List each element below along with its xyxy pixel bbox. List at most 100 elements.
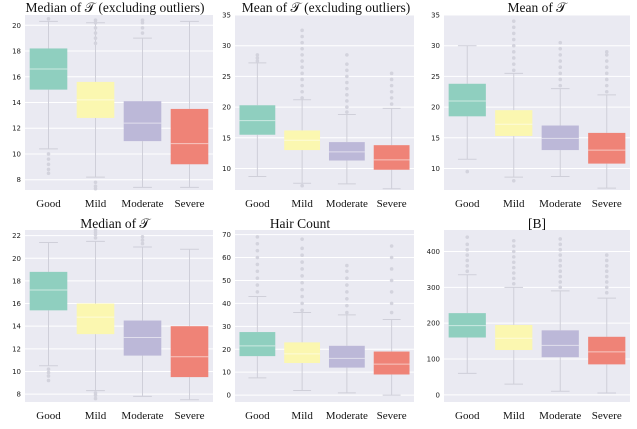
category-label: Severe	[592, 410, 622, 422]
category-label: Good	[245, 410, 270, 422]
y-tick-label: 30	[431, 42, 440, 50]
box-good	[239, 235, 276, 379]
category-label: Moderate	[121, 198, 163, 210]
box-iqr	[373, 145, 410, 170]
box-iqr	[495, 110, 533, 136]
box-moderate	[123, 18, 162, 188]
chart-panel-1: 8 10 12 14 16 18 20 Good Mild Moderate Severe Media…	[12, 0, 213, 210]
box-iqr	[541, 125, 579, 151]
outlier-point	[46, 171, 51, 176]
outlier-point	[345, 62, 349, 66]
outlier-point	[93, 26, 98, 30]
outlier-point	[465, 258, 470, 263]
y-tick-label: 14	[12, 323, 21, 331]
y-tick-label: 15	[222, 134, 231, 142]
category-label: Moderate	[539, 410, 581, 422]
chart-panel-5: 0 10 20 30 40 50 60 70 Good Mild Moderate Severe Hai…	[222, 216, 414, 422]
chart-panel-4: 8 10 12 14 16 18 20 22 Good Mild Moderate Severe Med…	[12, 216, 213, 422]
outlier-point	[300, 237, 304, 241]
outlier-point	[140, 234, 145, 239]
category-label: Good	[455, 410, 480, 422]
outlier-point	[558, 71, 563, 76]
y-tick-label: 70	[222, 231, 231, 239]
box-iqr	[239, 332, 276, 357]
box-iqr	[328, 345, 365, 368]
outlier-point	[345, 310, 349, 315]
outlier-point	[389, 71, 394, 76]
outlier-point	[300, 77, 304, 82]
y-tick-label: 400	[427, 248, 440, 256]
y-tick-label: 30	[222, 42, 231, 50]
category-label: Severe	[175, 410, 205, 422]
outlier-point	[604, 274, 609, 279]
outlier-point	[389, 244, 394, 248]
y-tick-label: 14	[12, 99, 21, 107]
outlier-point	[140, 20, 145, 25]
outlier-point	[300, 246, 304, 251]
box-good	[29, 241, 68, 383]
outlier-point	[604, 50, 609, 54]
box-iqr	[76, 303, 115, 335]
outlier-point	[93, 184, 98, 188]
box-severe	[170, 248, 209, 401]
y-tick-label: 35	[431, 12, 440, 20]
outlier-point	[389, 96, 394, 100]
box-iqr	[123, 320, 162, 356]
chart-title: Median of 𝒯	[80, 216, 152, 231]
outlier-point	[345, 283, 349, 287]
outlier-point	[300, 308, 304, 313]
outlier-point	[558, 46, 563, 51]
outlier-point	[300, 183, 304, 188]
box-mild	[76, 18, 115, 191]
outlier-point	[558, 77, 563, 82]
y-tick-label: 25	[222, 73, 231, 81]
box-severe	[588, 253, 626, 394]
box-moderate	[123, 234, 162, 397]
outlier-point	[345, 68, 349, 73]
outlier-point	[255, 59, 260, 63]
outlier-point	[300, 65, 304, 69]
outlier-point	[345, 297, 349, 301]
outlier-point	[345, 110, 349, 114]
y-tick-label: 10	[222, 369, 231, 377]
outlier-point	[389, 310, 394, 315]
outlier-point	[604, 269, 609, 274]
outlier-point	[300, 71, 304, 76]
outlier-point	[389, 267, 394, 271]
y-tick-label: 12	[12, 125, 21, 133]
box-severe	[170, 20, 209, 188]
box-mild	[495, 19, 533, 183]
box-iqr	[495, 324, 533, 351]
outlier-point	[558, 247, 563, 252]
outlier-point	[93, 31, 98, 35]
outlier-point	[389, 89, 394, 94]
outlier-point	[300, 34, 304, 39]
outlier-point	[255, 248, 260, 253]
outlier-point	[140, 31, 145, 35]
category-label: Mild	[503, 198, 525, 210]
category-label: Good	[455, 198, 480, 210]
box-mild	[284, 28, 321, 188]
outlier-point	[558, 280, 563, 284]
y-tick-label: 30	[222, 323, 231, 331]
y-tick-label: 60	[222, 254, 231, 262]
outlier-point	[255, 269, 260, 274]
category-label: Severe	[377, 198, 407, 210]
outlier-point	[604, 71, 609, 76]
y-tick-label: 100	[427, 356, 440, 364]
category-label: Mild	[85, 198, 107, 210]
outlier-point	[255, 241, 260, 246]
outlier-point	[46, 374, 51, 378]
outlier-point	[604, 65, 609, 69]
outlier-point	[511, 62, 516, 66]
outlier-point	[558, 274, 563, 279]
y-tick-label: 10	[222, 165, 231, 173]
outlier-point	[300, 260, 304, 264]
box-severe	[588, 50, 626, 189]
outlier-point	[511, 25, 516, 30]
outlier-point	[46, 167, 51, 172]
outlier-point	[255, 235, 260, 239]
outlier-point	[558, 264, 563, 268]
outlier-point	[345, 99, 349, 103]
category-label: Mild	[503, 410, 525, 422]
